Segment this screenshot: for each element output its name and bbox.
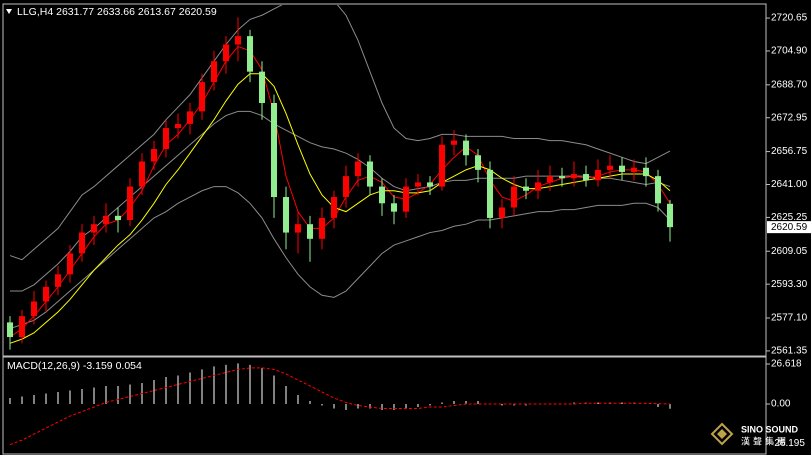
- candle-body: [163, 128, 169, 149]
- y-tick-label: 2704.90: [771, 46, 808, 57]
- y-tick-label: 2720.65: [771, 13, 808, 24]
- macd-title: MACD(12,26,9): [7, 360, 80, 372]
- symbol: LLG,H4: [17, 6, 53, 18]
- candle-body: [139, 161, 145, 187]
- candle-body: [151, 148, 157, 162]
- candle-body: [235, 36, 241, 45]
- candle-body: [559, 176, 565, 179]
- y-tick-label: -26.195: [771, 438, 805, 449]
- candle-body: [523, 186, 529, 191]
- logo-core: [717, 429, 727, 439]
- last-open: 2631.77: [56, 6, 94, 18]
- macd-last: -3.159: [83, 360, 113, 372]
- y-tick-label: 2609.05: [771, 246, 808, 257]
- candle-body: [355, 161, 361, 177]
- candle-body: [643, 167, 649, 177]
- signal-line: [9, 367, 671, 446]
- signal-last: 0.054: [116, 360, 142, 372]
- candle-body: [331, 197, 337, 218]
- candle-body: [475, 155, 481, 170]
- y-tick-label: 0.00: [771, 399, 791, 410]
- indicator-line: [9, 73, 671, 344]
- candle-body: [583, 174, 589, 181]
- candle-body: [19, 316, 25, 338]
- candle-body: [31, 301, 37, 317]
- indicator-line: [9, 186, 671, 330]
- candle-body: [547, 176, 553, 183]
- candle-body: [307, 224, 313, 239]
- candle-body: [295, 224, 301, 233]
- price-panel-frame: [2, 3, 767, 357]
- y-tick-label: 2656.75: [771, 146, 808, 157]
- candle-body: [667, 203, 673, 228]
- candle-body: [343, 176, 349, 198]
- y-tick-label: 2641.00: [771, 179, 808, 190]
- candle-body: [55, 274, 61, 287]
- candle-body: [283, 197, 289, 233]
- price-header: LLG,H4 2631.77 2633.66 2613.67 2620.59: [17, 6, 217, 18]
- candle-body: [79, 232, 85, 254]
- candle-body: [271, 103, 277, 198]
- candle-body: [367, 161, 373, 187]
- candle-body: [43, 286, 49, 302]
- candle-body: [535, 182, 541, 191]
- candle-body: [415, 182, 421, 187]
- brand: SINO SOUND: [741, 424, 799, 434]
- candle-body: [103, 215, 109, 225]
- price-plot: [7, 5, 673, 350]
- last-low: 2613.67: [138, 6, 176, 18]
- last-close: 2620.59: [179, 6, 217, 18]
- candle-body: [571, 174, 577, 179]
- candle-body: [487, 169, 493, 218]
- candle-body: [379, 186, 385, 204]
- price-marker-box: [767, 221, 811, 234]
- price-marker-label: 2620.59: [771, 222, 808, 233]
- candle-body: [655, 176, 661, 204]
- candle-body: [631, 167, 637, 172]
- candle-body: [175, 123, 181, 129]
- candle-body: [451, 140, 457, 145]
- macd-panel-frame: [2, 356, 767, 455]
- macd-plot: [9, 363, 671, 446]
- candle-body: [439, 144, 445, 187]
- candle-body: [247, 36, 253, 72]
- last-high: 2633.66: [97, 6, 135, 18]
- y-tick-label: 2672.95: [771, 112, 808, 123]
- candle-body: [463, 140, 469, 156]
- candle-body: [67, 253, 73, 275]
- candle-body: [319, 217, 325, 239]
- candle-body: [7, 322, 13, 338]
- candle-body: [595, 169, 601, 181]
- y-tick-label: 26.618: [771, 359, 802, 370]
- watermark: SINO SOUND 漢聲集團: [710, 422, 799, 446]
- candle-body: [115, 215, 121, 221]
- logo-icon: [710, 422, 734, 446]
- candle-body: [187, 111, 193, 124]
- candle-body: [259, 71, 265, 103]
- candle-body: [391, 203, 397, 212]
- candle-body: [223, 44, 229, 62]
- candle-body: [403, 186, 409, 212]
- y-tick-label: 2561.35: [771, 346, 808, 357]
- menu-triangle: [6, 9, 12, 14]
- candle-body: [127, 186, 133, 221]
- candle-body: [511, 186, 517, 208]
- indicator-line: [9, 5, 671, 261]
- y-tick-label: 2577.10: [771, 313, 808, 324]
- candle-body: [619, 165, 625, 172]
- candle-body: [499, 207, 505, 218]
- y-tick-label: 2688.70: [771, 79, 808, 90]
- candle-body: [211, 61, 217, 83]
- macd-header: MACD(12,26,9) -3.159 0.054: [7, 360, 142, 372]
- brand-cn: 漢聲集團: [741, 435, 789, 446]
- y-tick-label: 2593.30: [771, 279, 808, 290]
- candle-body: [607, 165, 613, 170]
- candle-body: [199, 82, 205, 112]
- candle-body: [427, 182, 433, 187]
- y-tick-label: 2625.25: [771, 212, 808, 223]
- candle-body: [91, 224, 97, 233]
